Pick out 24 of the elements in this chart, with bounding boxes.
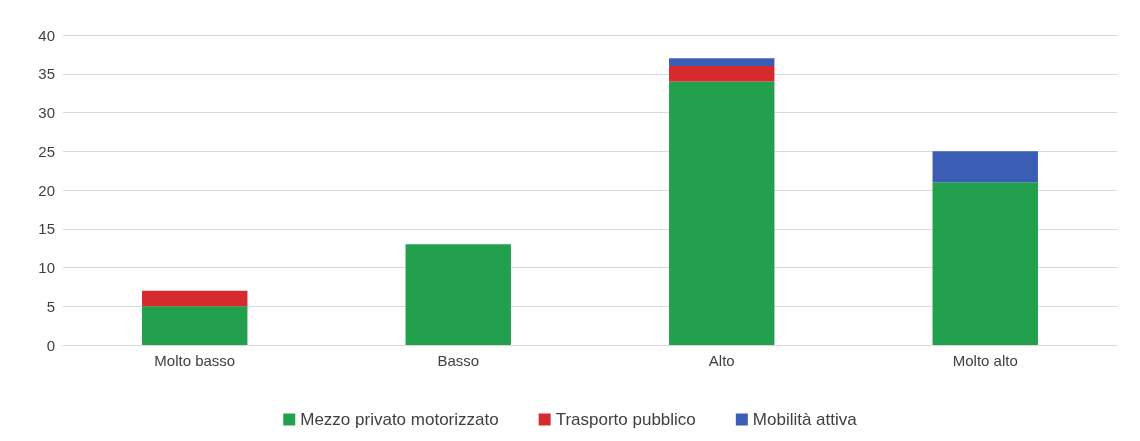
- y-tick-label: 5: [46, 297, 55, 315]
- bar: [932, 182, 1038, 345]
- bar: [142, 306, 248, 345]
- y-tick-label: 35: [38, 65, 55, 83]
- bar: [932, 151, 1038, 183]
- x-tick-label: Alto: [708, 352, 735, 369]
- y-tick-label: 25: [38, 142, 55, 160]
- legend-label: Trasporto pubblico: [555, 410, 696, 429]
- y-tick-label: 40: [38, 26, 55, 44]
- y-tick-label: 10: [38, 259, 55, 276]
- y-tick-label: 0: [46, 336, 55, 354]
- legend-label: Mobilità attiva: [752, 410, 858, 429]
- x-tick-label: Basso: [437, 352, 480, 369]
- x-tick-label: Molto alto: [952, 352, 1018, 369]
- y-tick-label: 30: [38, 104, 55, 121]
- y-tick-label: 15: [38, 220, 55, 238]
- legend-label: Mezzo privato motorizzato: [300, 410, 499, 429]
- x-tick-label: Molto basso: [154, 352, 236, 369]
- bar: [669, 66, 775, 82]
- y-tick-label: 20: [38, 181, 55, 199]
- bar: [669, 81, 775, 345]
- bar: [669, 58, 775, 66]
- bar: [405, 244, 511, 345]
- bar: [142, 290, 248, 307]
